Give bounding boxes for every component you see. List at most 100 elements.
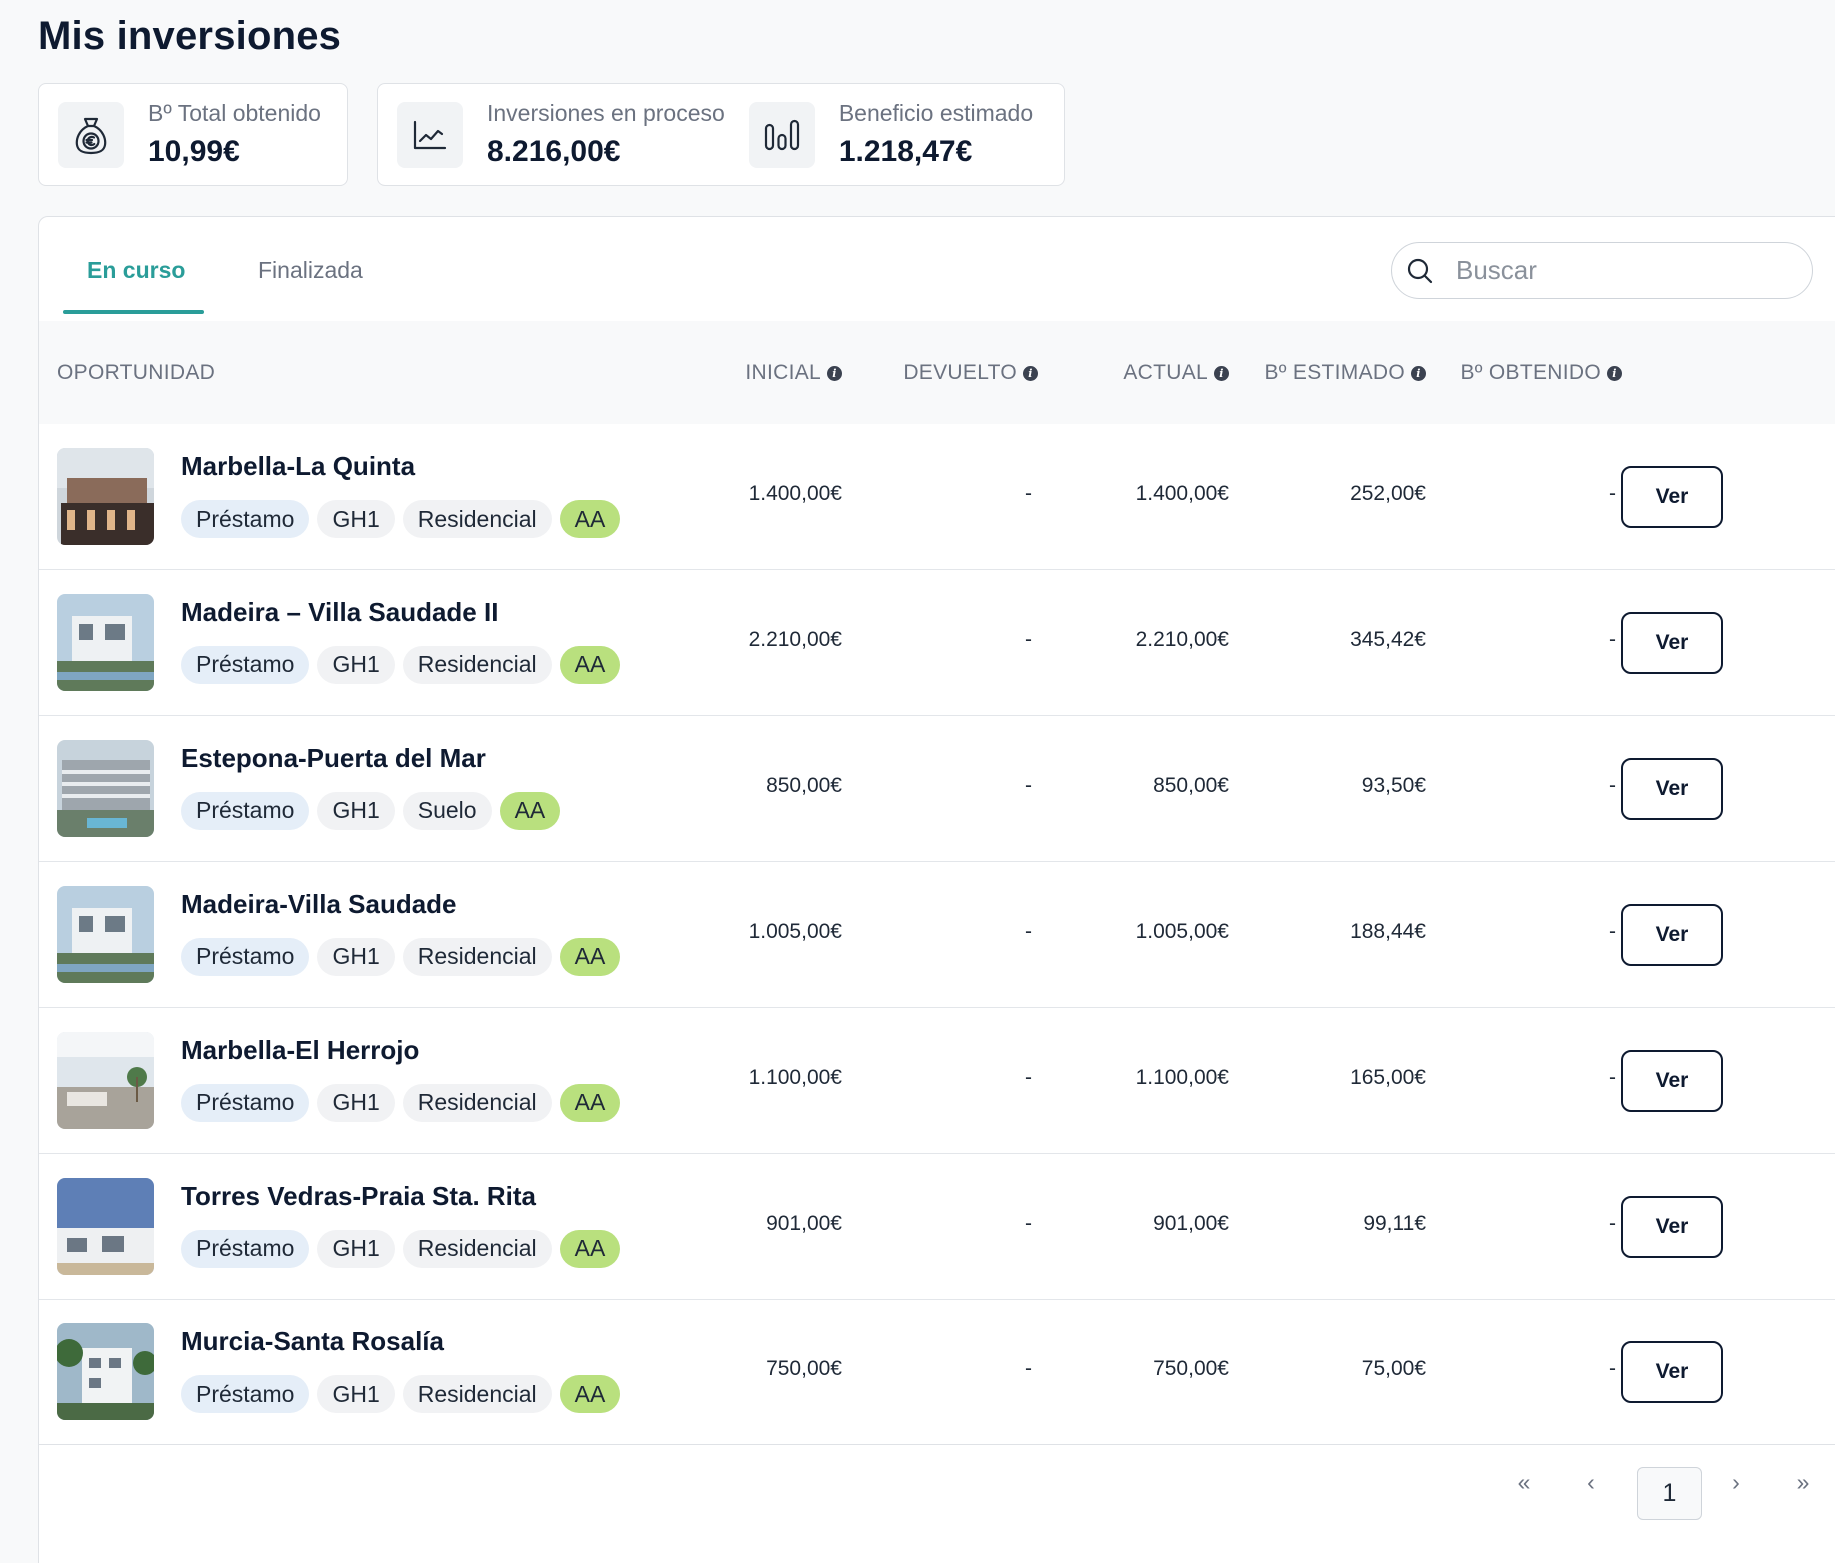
tag-category: Residencial	[402, 500, 552, 538]
opportunity-title: Madeira-Villa Saudade	[181, 888, 457, 919]
property-thumbnail	[57, 1323, 154, 1421]
investments-panel: En curso Finalizada OPORTUNIDAD INICIALi…	[38, 216, 1835, 1563]
stat-card-total: Bº Total obtenido 10,99€	[38, 83, 348, 186]
column-header-obtained: Bº OBTENIDO i	[1461, 361, 1622, 385]
money-bag-euro-icon	[58, 101, 124, 168]
opportunity-title: Torres Vedras-Praia Sta. Rita	[181, 1180, 537, 1211]
tab-finalizada[interactable]: Finalizada	[258, 257, 363, 283]
tag-rating: AA	[559, 1375, 621, 1414]
cell-initial: 850,00€	[766, 773, 842, 797]
tag-type: Préstamo	[181, 1375, 310, 1414]
tag-list: Préstamo GH1 Residencial AA	[181, 1229, 621, 1268]
tag-category: Residencial	[402, 645, 552, 684]
tag-list: Préstamo GH1 Residencial AA	[181, 937, 621, 976]
info-icon[interactable]: i	[1607, 365, 1622, 381]
cell-estimated: 75,00€	[1361, 1357, 1426, 1381]
tag-list: Préstamo GH1 Residencial AA	[181, 500, 621, 538]
cell-estimated: 99,11€	[1363, 1211, 1426, 1235]
cell-estimated: 345,42€	[1350, 627, 1426, 651]
table-row: Marbella-La Quinta Préstamo GH1 Residencia…	[39, 424, 1835, 570]
opportunity-title: Madeira – Villa Saudade II	[181, 596, 499, 627]
pagination-last[interactable]: »	[1796, 1469, 1810, 1495]
cell-returned: -	[1025, 1357, 1032, 1381]
table-row: Madeira-Villa Saudade Préstamo GH1 Residen…	[39, 862, 1835, 1008]
opportunity-title: Marbella-El Herrojo	[181, 1034, 420, 1065]
cell-obtained: -	[1609, 1357, 1616, 1381]
cell-obtained: -	[1609, 1065, 1616, 1089]
cell-initial: 750,00€	[766, 1357, 842, 1381]
tag-grade: GH1	[317, 791, 395, 830]
stat-card-processing: Inversiones en proceso 8.216,00€ Benefic…	[377, 83, 1065, 186]
cell-initial: 1.005,00€	[748, 919, 842, 943]
stat-value: 10,99€	[148, 135, 240, 168]
view-button[interactable]: Ver	[1621, 1049, 1723, 1112]
cell-obtained: -	[1609, 1211, 1616, 1235]
tag-rating: AA	[559, 1229, 621, 1268]
cell-initial: 1.400,00€	[748, 482, 842, 505]
info-icon[interactable]: i	[1023, 365, 1038, 381]
line-chart-icon	[397, 101, 463, 168]
tag-type: Préstamo	[181, 791, 310, 830]
cell-obtained: -	[1609, 919, 1616, 943]
cell-returned: -	[1025, 773, 1032, 797]
cell-initial: 2.210,00€	[748, 627, 842, 651]
table-row: Madeira – Villa Saudade II Préstamo GH1 Re…	[39, 570, 1835, 716]
cell-initial: 901,00€	[766, 1211, 842, 1235]
column-header-initial: INICIAL i	[745, 361, 842, 385]
view-button[interactable]: Ver	[1621, 1195, 1723, 1258]
search-box[interactable]	[1391, 242, 1813, 299]
active-tab-indicator	[63, 310, 204, 314]
tag-rating: AA	[499, 791, 561, 830]
tag-list: Préstamo GH1 Residencial AA	[181, 645, 621, 684]
tag-list: Préstamo GH1 Residencial AA	[181, 1375, 621, 1414]
info-icon[interactable]: i	[827, 365, 842, 381]
stat-value: 8.216,00€	[487, 135, 621, 168]
property-thumbnail	[57, 448, 154, 545]
cell-estimated: 252,00€	[1350, 482, 1426, 505]
pagination-prev[interactable]: ‹	[1587, 1469, 1595, 1495]
cell-current: 1.400,00€	[1135, 482, 1229, 505]
property-thumbnail	[57, 1031, 154, 1129]
tag-rating: AA	[559, 937, 621, 976]
property-thumbnail	[57, 1177, 154, 1275]
cell-current: 1.005,00€	[1135, 919, 1229, 943]
cell-obtained: -	[1609, 627, 1616, 651]
info-icon[interactable]: i	[1411, 365, 1426, 381]
cell-current: 901,00€	[1153, 1211, 1229, 1235]
tag-grade: GH1	[317, 1375, 395, 1414]
tab-en-curso[interactable]: En curso	[87, 257, 186, 283]
pagination-first[interactable]: «	[1517, 1469, 1531, 1495]
tag-type: Préstamo	[181, 500, 310, 538]
cell-returned: -	[1025, 627, 1032, 651]
view-button[interactable]: Ver	[1621, 611, 1723, 674]
cell-obtained: -	[1609, 482, 1616, 505]
info-icon[interactable]: i	[1214, 365, 1229, 381]
tag-category: Suelo	[402, 791, 492, 830]
view-button[interactable]: Ver	[1621, 1341, 1723, 1404]
table-row: Murcia-Santa Rosalía Préstamo GH1 Residenc…	[39, 1299, 1835, 1446]
search-input[interactable]	[1456, 255, 1786, 286]
cell-estimated: 165,00€	[1350, 1065, 1426, 1089]
table-header: OPORTUNIDAD INICIAL i DEVUELTO i ACTUAL i B…	[39, 321, 1835, 424]
tag-type: Préstamo	[181, 645, 310, 684]
tag-grade: GH1	[317, 645, 395, 684]
cell-returned: -	[1025, 919, 1032, 943]
opportunity-title: Marbella-La Quinta	[181, 451, 416, 481]
tag-list: Préstamo GH1 Suelo AA	[181, 791, 561, 830]
cell-current: 2.210,00€	[1135, 627, 1229, 651]
pagination-next[interactable]: ›	[1732, 1469, 1740, 1495]
stat-label: Beneficio estimado	[838, 100, 1034, 126]
view-button[interactable]: Ver	[1621, 903, 1723, 966]
view-button[interactable]: Ver	[1621, 466, 1723, 528]
cell-returned: -	[1025, 482, 1032, 505]
tag-grade: GH1	[317, 937, 395, 976]
tag-category: Residencial	[402, 937, 552, 976]
tag-type: Préstamo	[181, 1229, 310, 1268]
pagination-current-page[interactable]: 1	[1637, 1467, 1702, 1520]
opportunity-title: Estepona-Puerta del Mar	[181, 742, 486, 773]
view-button[interactable]: Ver	[1621, 757, 1723, 820]
column-header-opportunity: OPORTUNIDAD	[57, 361, 216, 384]
column-header-current: ACTUAL i	[1123, 361, 1229, 385]
tag-category: Residencial	[402, 1083, 552, 1122]
bar-chart-icon	[748, 101, 815, 168]
